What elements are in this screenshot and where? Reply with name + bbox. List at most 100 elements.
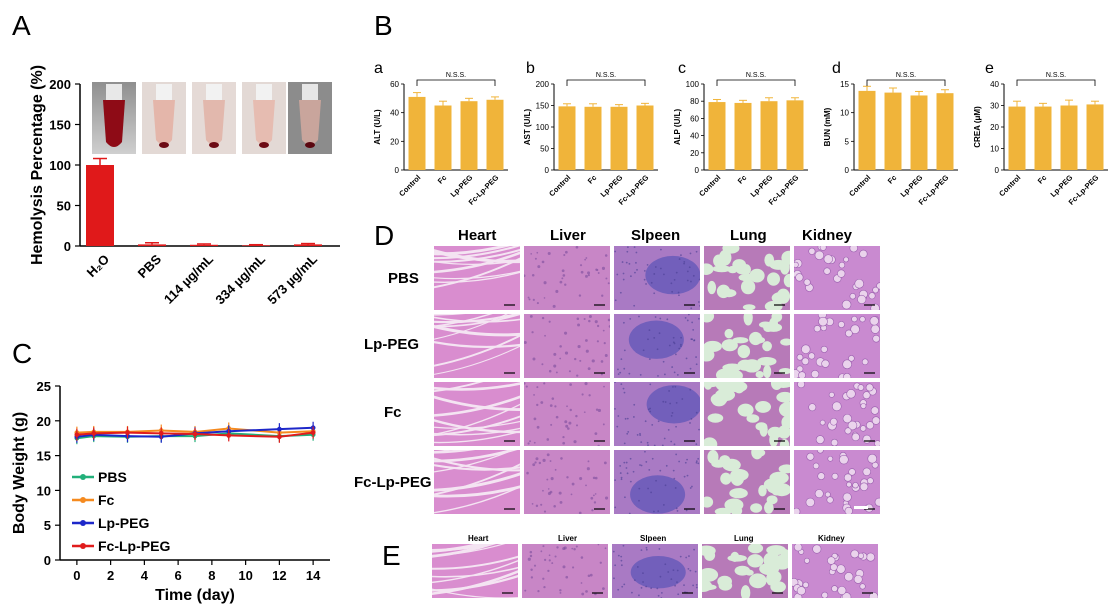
legend-marker	[80, 543, 86, 549]
nucleus	[573, 547, 576, 551]
nucleus	[562, 565, 566, 569]
tubule	[841, 299, 852, 310]
nucleus	[640, 549, 643, 552]
bg	[524, 246, 610, 310]
sub-letter-a: a	[374, 60, 383, 77]
nucleus	[662, 360, 665, 363]
legend-label: PBS	[98, 469, 127, 485]
nucleus	[581, 393, 584, 396]
nucleus	[644, 450, 646, 453]
nucleus	[575, 545, 578, 548]
legend-marker	[80, 520, 86, 526]
nucleus	[628, 262, 631, 265]
tubule	[837, 586, 847, 595]
tubule	[861, 358, 869, 366]
tube-114	[192, 82, 236, 154]
tubule	[819, 246, 827, 251]
alveolus	[748, 544, 764, 554]
e-label-spleen: Slpeen	[640, 534, 667, 543]
nucleus	[673, 477, 676, 480]
nucleus	[585, 484, 587, 487]
nucleus	[584, 382, 588, 386]
alveolus	[767, 272, 781, 286]
nucleus	[553, 352, 557, 356]
tissue-texture	[432, 544, 518, 598]
nucleus	[594, 320, 598, 324]
nucleus	[531, 503, 534, 505]
nucleus	[695, 250, 698, 253]
significance-bracket	[566, 79, 646, 86]
nucleus	[678, 460, 681, 463]
nucleus	[672, 336, 675, 339]
nucleus	[651, 457, 654, 460]
nucleus	[698, 278, 700, 281]
nucleus	[690, 307, 693, 310]
nucleus	[596, 324, 600, 328]
nucleus	[663, 437, 666, 440]
nucleus	[569, 408, 572, 412]
nucleus	[649, 407, 651, 410]
nucleus	[664, 563, 667, 566]
nucleus	[546, 438, 550, 441]
tubule	[826, 496, 834, 504]
nucleus	[565, 424, 569, 428]
nucleus	[536, 425, 540, 429]
panel-e-tissue-images	[432, 544, 878, 598]
alveolus	[721, 339, 738, 352]
e-tissue-spleen	[612, 544, 698, 598]
x-tick-label: H₂O	[84, 252, 112, 280]
tubule	[842, 359, 852, 370]
fiber-gap	[434, 382, 520, 391]
nucleus	[687, 314, 690, 316]
nucleus	[597, 444, 600, 446]
nucleus	[689, 569, 692, 572]
y-tick-label: 40	[690, 132, 699, 141]
body-weight-chart: 0 5 10 15 20 25 0 2 4 6 8 10 12 14 Body Weight (g) Time…	[11, 379, 330, 604]
nucleus	[667, 428, 670, 431]
nucleus	[648, 329, 651, 332]
nucleus	[524, 589, 527, 592]
nucleus	[531, 273, 535, 277]
y-tick-label: 0	[845, 166, 850, 175]
nucleus	[530, 568, 533, 571]
tissue-texture	[794, 450, 880, 514]
nucleus	[657, 594, 660, 597]
nucleus	[613, 577, 615, 580]
panel-letter-d: D	[374, 220, 395, 251]
tubule	[859, 482, 869, 491]
tubule	[827, 556, 836, 565]
tubule	[869, 316, 879, 326]
y-tick-label: 0	[395, 166, 400, 175]
tubule	[815, 435, 825, 444]
nucleus	[650, 281, 653, 284]
tubule	[865, 383, 874, 392]
tubule	[844, 572, 854, 582]
tissue-lung	[704, 382, 790, 446]
white-pulp	[630, 556, 686, 589]
alveolus	[711, 395, 727, 407]
nucleus	[528, 298, 531, 301]
nucleus	[620, 559, 623, 562]
tubule	[796, 586, 806, 596]
nucleus	[575, 414, 578, 418]
alveolus	[752, 574, 762, 584]
tubule	[842, 492, 852, 502]
nucleus	[620, 555, 623, 558]
y-tick-label: 50	[57, 199, 71, 214]
nucleus	[529, 554, 533, 558]
nucleus	[698, 428, 700, 431]
alveolus	[766, 495, 778, 505]
x-tick-label: Lp-PEG	[449, 173, 475, 199]
tubule	[823, 254, 833, 264]
nucleus	[590, 496, 594, 500]
significance-label: N.S.S.	[1046, 72, 1066, 79]
nucleus	[639, 432, 641, 435]
legend-marker	[80, 474, 86, 480]
nucleus	[536, 302, 539, 305]
y-tick-label: 30	[990, 102, 999, 111]
nucleus	[594, 493, 597, 495]
fiber-gap	[434, 420, 520, 429]
nucleus	[585, 590, 588, 593]
col-label-lung: Lung	[730, 227, 767, 244]
